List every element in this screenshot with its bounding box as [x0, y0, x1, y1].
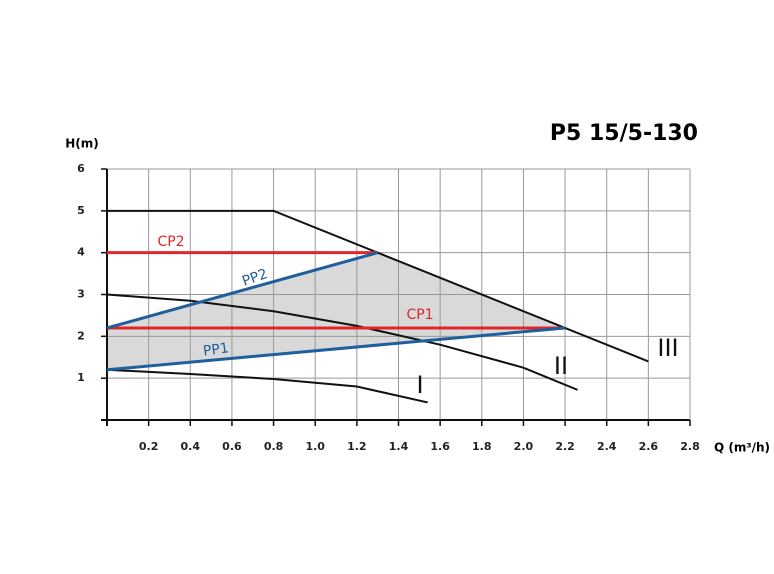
series-label: III — [657, 334, 678, 362]
x-tick-label: 2.6 — [639, 440, 659, 453]
y-tick-label: 2 — [77, 329, 85, 342]
series-label: PP1 — [202, 340, 230, 359]
x-tick-label: 1.0 — [305, 440, 325, 453]
series-line — [106, 368, 428, 404]
x-tick-label: 0.4 — [181, 440, 201, 453]
y-tick-label: 4 — [77, 246, 85, 259]
x-tick-label: 1.8 — [472, 440, 492, 453]
y-axis-label: H(m) — [65, 137, 99, 151]
x-tick-label: 1.2 — [347, 440, 367, 453]
y-tick-label: 5 — [77, 204, 85, 217]
y-tick-label: 6 — [77, 162, 85, 175]
series-label: CP1 — [406, 307, 433, 323]
series-line — [106, 326, 566, 372]
chart-title: P5 15/5-130 — [550, 121, 698, 146]
series-label: II — [554, 352, 568, 380]
x-tick-label: 2.8 — [680, 440, 700, 453]
x-tick-label: 2.2 — [555, 440, 575, 453]
y-tick-label: 3 — [77, 288, 85, 301]
x-tick-label: 1.4 — [389, 440, 409, 453]
y-tick-label: 1 — [77, 371, 85, 384]
x-tick-label: 0.2 — [139, 440, 159, 453]
x-axis-label: Q (m³/h) — [714, 441, 770, 455]
series-label: I — [416, 371, 423, 399]
series-label: CP2 — [157, 234, 184, 250]
series-line — [106, 293, 578, 391]
series-line — [107, 209, 649, 363]
x-tick-label: 0.8 — [264, 440, 284, 453]
x-tick-label: 0.6 — [222, 440, 242, 453]
x-tick-label: 1.6 — [430, 440, 450, 453]
series-line — [106, 251, 379, 330]
operating-area — [107, 252, 566, 370]
x-tick-label: 2.0 — [514, 440, 534, 453]
x-tick-label: 2.4 — [597, 440, 617, 453]
